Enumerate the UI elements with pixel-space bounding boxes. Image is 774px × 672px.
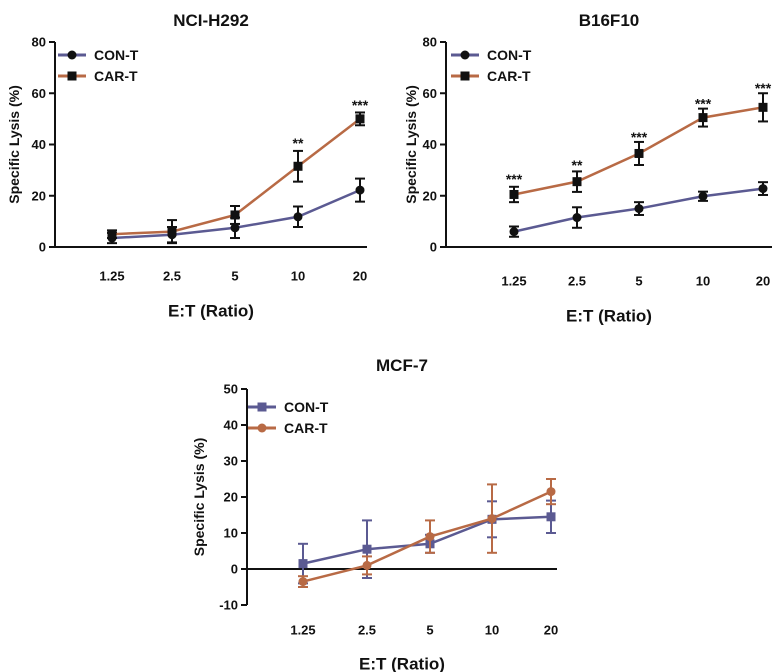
data-point-circle [230, 223, 240, 233]
x-tick-label: 5 [231, 269, 238, 284]
x-axis-title: E:T (Ratio) [566, 307, 652, 326]
legend-label: CON-T [284, 399, 329, 415]
data-point-square [230, 210, 240, 220]
data-point-square [298, 559, 308, 569]
significance-label: *** [506, 171, 523, 187]
chart-title: MCF-7 [376, 356, 428, 375]
data-point-circle [293, 212, 303, 222]
legend-label: CON-T [487, 47, 532, 63]
significance-label: *** [755, 80, 772, 96]
x-tick-label: 20 [544, 623, 558, 638]
series-con-t [298, 499, 556, 585]
data-point-square [758, 102, 768, 112]
data-point-circle [546, 487, 556, 497]
x-tick-label: 20 [353, 269, 367, 284]
x-tick-label: 2.5 [163, 269, 181, 284]
series-car-t [107, 111, 365, 245]
x-tick-label: 20 [756, 274, 770, 289]
x-tick-label: 1.25 [290, 623, 315, 638]
legend-marker-square [460, 71, 470, 81]
significance-label: *** [352, 97, 369, 113]
data-point-square [362, 544, 372, 554]
y-tick-label: 10 [224, 526, 238, 541]
data-point-circle [698, 191, 708, 201]
y-tick-label: 40 [32, 137, 46, 152]
significance-label: *** [695, 96, 712, 112]
chart-title: NCI-H292 [173, 11, 249, 30]
y-tick-label: 20 [32, 188, 46, 203]
chart-b16f10: B16F10 0 20 40 60 80 1.25 2.5 5 10 20 E:T (Ratio) Sp… [403, 11, 772, 326]
data-point-circle [509, 227, 519, 237]
legend-marker-circle [67, 50, 77, 60]
x-tick-label: 10 [291, 269, 305, 284]
y-tick-label: 30 [224, 454, 238, 469]
significance-label: ** [293, 135, 304, 151]
data-point-circle [362, 560, 372, 570]
y-tick-label: 0 [231, 562, 238, 577]
series-car-t [509, 92, 768, 204]
y-tick-label: 0 [430, 240, 437, 255]
y-tick-label: 0 [39, 240, 46, 255]
data-point-square [167, 227, 177, 237]
x-tick-label: 1.25 [99, 269, 124, 284]
significance-label: ** [572, 157, 583, 173]
legend-label: CAR-T [487, 68, 531, 84]
x-tick-label: 5 [635, 274, 642, 289]
data-point-circle [634, 204, 644, 214]
x-tick-label: 2.5 [358, 623, 376, 638]
chart-nci-h292: NCI-H292 0 20 40 60 80 1.25 2.5 5 10 20 E:T (Ratio)… [6, 11, 369, 321]
y-tick-label: 60 [423, 86, 437, 101]
y-axis-title: Specific Lysis (%) [6, 85, 22, 204]
data-point-circle [572, 213, 582, 223]
y-tick-label: 60 [32, 86, 46, 101]
data-point-circle [487, 514, 497, 524]
legend-marker-square [67, 71, 77, 81]
significance-label: *** [631, 129, 648, 145]
legend-marker-circle [257, 423, 267, 433]
legend-marker-square [257, 402, 267, 412]
data-point-circle [298, 577, 308, 587]
chart-mcf-7: MCF-7 -10 0 10 20 30 40 50 1.25 2.5 5 10 20 E:T (Rati… [191, 356, 558, 672]
x-tick-label: 10 [485, 623, 499, 638]
data-point-square [572, 177, 582, 187]
x-tick-label: 2.5 [568, 274, 586, 289]
x-tick-label: 10 [696, 274, 710, 289]
x-axis-title: E:T (Ratio) [168, 302, 254, 321]
x-axis-title: E:T (Ratio) [359, 655, 445, 672]
y-tick-label: 20 [423, 188, 437, 203]
y-axis-title: Specific Lysis (%) [403, 85, 419, 204]
y-tick-label: 50 [224, 382, 238, 397]
y-tick-label: 80 [32, 35, 46, 50]
legend-label: CAR-T [94, 68, 138, 84]
x-tick-label: 5 [426, 623, 433, 638]
data-point-circle [355, 185, 365, 195]
y-tick-label: 40 [224, 418, 238, 433]
y-tick-label: 20 [224, 490, 238, 505]
legend: CON-T CAR-T [248, 399, 329, 436]
legend-label: CAR-T [284, 420, 328, 436]
y-tick-label: -10 [219, 598, 238, 613]
legend: CON-T CAR-T [451, 47, 532, 84]
data-point-square [509, 189, 519, 199]
y-tick-label: 40 [423, 137, 437, 152]
y-axis-title: Specific Lysis (%) [191, 438, 207, 557]
data-point-square [546, 512, 556, 522]
legend-label: CON-T [94, 47, 139, 63]
data-point-square [698, 113, 708, 123]
data-point-square [355, 114, 365, 124]
data-point-square [634, 148, 644, 158]
data-point-circle [758, 184, 768, 194]
legend-marker-circle [460, 50, 470, 60]
series-car-t [298, 478, 556, 588]
chart-title: B16F10 [579, 11, 639, 30]
x-tick-label: 1.25 [501, 274, 526, 289]
y-tick-label: 80 [423, 35, 437, 50]
series-con-t [509, 181, 768, 238]
data-point-square [293, 161, 303, 171]
legend: CON-T CAR-T [58, 47, 139, 84]
data-point-square [107, 229, 117, 239]
data-point-circle [425, 532, 435, 542]
